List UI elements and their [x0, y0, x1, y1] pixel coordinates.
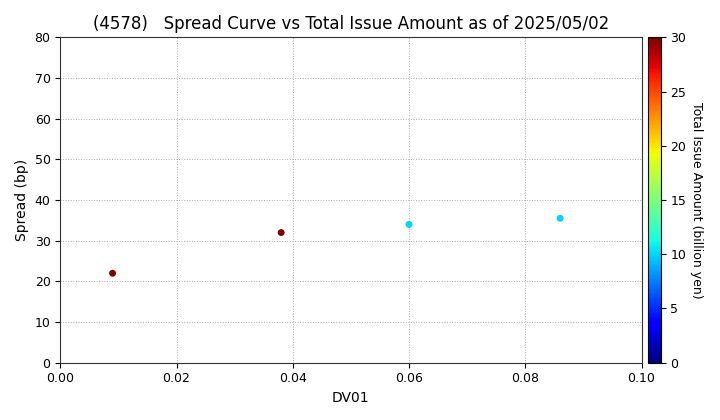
Point	[403, 221, 415, 228]
X-axis label: DV01: DV01	[332, 391, 369, 405]
Point	[275, 229, 287, 236]
Point	[554, 215, 566, 222]
Point	[107, 270, 118, 277]
Y-axis label: Total Issue Amount (billion yen): Total Issue Amount (billion yen)	[690, 102, 703, 298]
Y-axis label: Spread (bp): Spread (bp)	[15, 159, 29, 241]
Title: (4578)   Spread Curve vs Total Issue Amount as of 2025/05/02: (4578) Spread Curve vs Total Issue Amoun…	[93, 15, 609, 33]
